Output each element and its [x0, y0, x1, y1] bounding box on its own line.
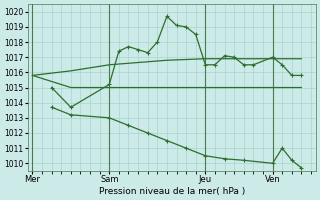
X-axis label: Pression niveau de la mer( hPa ): Pression niveau de la mer( hPa ) — [99, 187, 245, 196]
